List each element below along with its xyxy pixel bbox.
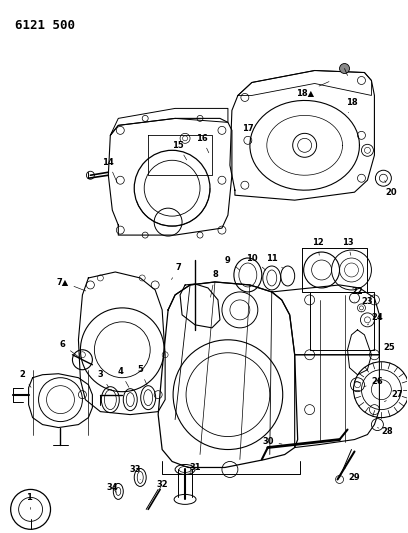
Text: 3: 3 [98, 370, 109, 387]
Text: 10: 10 [246, 254, 266, 270]
Text: 25: 25 [377, 343, 395, 355]
Text: 11: 11 [266, 254, 283, 268]
Text: 6: 6 [60, 340, 80, 358]
Text: 20: 20 [385, 181, 397, 197]
Text: 1: 1 [26, 493, 31, 510]
Text: 5: 5 [137, 365, 147, 385]
Text: 13: 13 [341, 238, 353, 255]
Text: 26: 26 [364, 377, 383, 387]
Text: 7: 7 [171, 263, 181, 279]
Text: 12: 12 [312, 238, 324, 255]
Text: 14: 14 [102, 158, 117, 183]
Circle shape [339, 63, 350, 74]
Text: 27: 27 [384, 390, 403, 402]
Text: 28: 28 [377, 427, 393, 436]
Text: 18▲: 18▲ [295, 82, 329, 97]
Text: 2: 2 [20, 370, 31, 387]
Text: 31: 31 [189, 463, 201, 472]
Text: 30: 30 [262, 437, 282, 446]
Text: 24: 24 [368, 313, 383, 325]
Text: 4: 4 [118, 367, 129, 387]
Text: 8: 8 [211, 270, 218, 297]
Text: 6121 500: 6121 500 [15, 19, 75, 31]
Text: 15: 15 [172, 141, 186, 160]
Text: 22: 22 [352, 287, 364, 302]
Text: 29: 29 [344, 467, 360, 482]
Text: 9: 9 [225, 255, 240, 270]
Text: 16: 16 [196, 134, 209, 153]
Text: 17: 17 [242, 124, 254, 143]
Text: 34: 34 [106, 483, 118, 492]
Text: 33: 33 [129, 465, 141, 480]
Text: 7▲: 7▲ [56, 278, 86, 291]
Text: 32: 32 [156, 480, 168, 489]
Circle shape [293, 133, 317, 157]
Text: 18: 18 [346, 98, 357, 113]
Text: 23: 23 [361, 297, 373, 312]
